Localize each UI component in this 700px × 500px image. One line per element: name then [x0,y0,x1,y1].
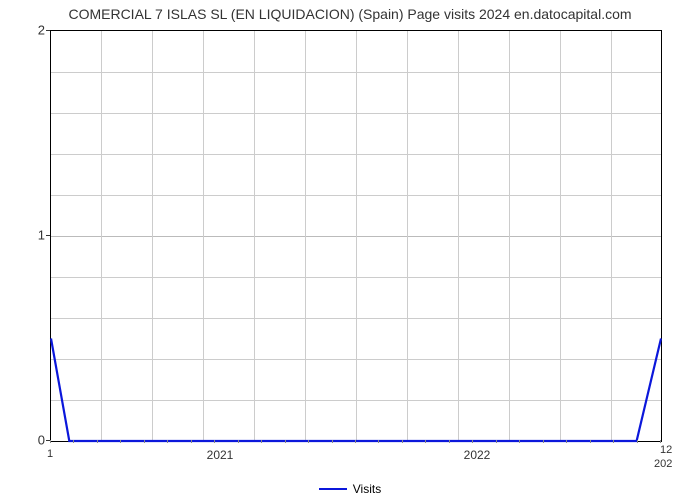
xtick-mark-minor [425,440,426,443]
xtick-mark-minor [637,440,638,443]
xtick-mark-minor [449,440,450,443]
xtick-mark-minor [519,440,520,443]
xtick-mark-minor [214,440,215,443]
xtick-mark-minor [261,440,262,443]
xtick-mark-minor [613,440,614,443]
xtick-mark-minor [238,440,239,443]
xtick-mark-minor [355,440,356,443]
series-line [51,339,661,442]
xtick-mark-minor [378,440,379,443]
xtick-mark-minor [566,440,567,443]
legend: Visits [0,482,700,496]
xtick-mark-minor [543,440,544,443]
chart-title: COMERCIAL 7 ISLAS SL (EN LIQUIDACION) (S… [0,6,700,22]
legend-label: Visits [353,482,381,496]
xtick-end-label-bottom: 202 [654,458,672,470]
xtick-mark-minor [144,440,145,443]
xtick-mark-minor [50,440,51,443]
legend-swatch [319,488,347,490]
xtick-mark-minor [73,440,74,443]
xtick-mark-minor [332,440,333,443]
xtick-year-2021: 2021 [207,448,234,462]
xtick-mark-minor [402,440,403,443]
xtick-start-label: 1 [47,448,53,460]
xtick-mark-minor [590,440,591,443]
xtick-mark-minor [496,440,497,443]
xtick-mark-minor [97,440,98,443]
xtick-mark-minor [308,440,309,443]
xtick-mark-minor [472,440,473,443]
ytick-label-0: 0 [30,433,45,448]
xtick-mark-minor [660,440,661,443]
chart-container: COMERCIAL 7 ISLAS SL (EN LIQUIDACION) (S… [0,0,700,500]
xtick-mark-minor [120,440,121,443]
xtick-end-label-top: 12 [660,444,672,456]
plot-area [50,30,662,442]
series-line-svg [51,31,661,441]
xtick-mark-minor [167,440,168,443]
xtick-year-2022: 2022 [464,448,491,462]
xtick-mark-minor [285,440,286,443]
ytick-label-1: 1 [30,228,45,243]
xtick-mark-minor [191,440,192,443]
ytick-label-2: 2 [30,23,45,38]
